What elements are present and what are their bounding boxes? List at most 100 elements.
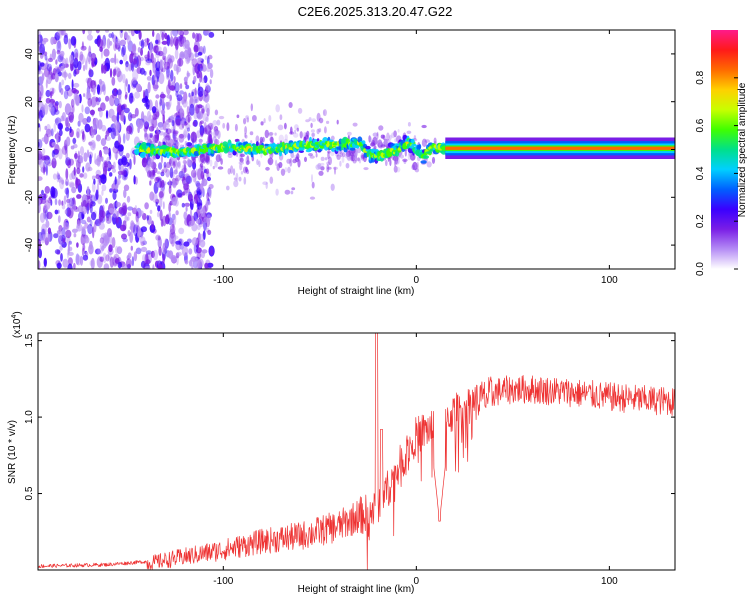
heatmap-cell <box>174 82 180 93</box>
heatmap-cell <box>236 114 240 119</box>
heatmap-cell <box>104 134 107 140</box>
heatmap-cell <box>291 187 296 191</box>
heatmap-cell <box>110 127 117 140</box>
snr-ylabel: SNR (10 * v/v) <box>7 420 18 484</box>
heatmap-cell <box>178 123 185 130</box>
heatmap-cell <box>73 69 77 77</box>
heatmap-cell <box>132 69 139 81</box>
spectrogram-panel: -100 0 100 -40 -20 0 20 40 Height of straight l… <box>7 29 676 297</box>
heatmap-cell <box>125 258 132 269</box>
heatmap-cell <box>331 147 336 152</box>
heatmap-cell <box>49 196 52 202</box>
heatmap-cell <box>162 201 165 210</box>
heatmap-cell <box>184 202 190 207</box>
heatmap-cell <box>117 70 123 83</box>
heatmap-cell <box>148 126 155 132</box>
heatmap-cell <box>201 78 205 84</box>
heatmap-cell <box>108 108 115 119</box>
heatmap-cell <box>64 178 70 187</box>
heatmap-cell <box>395 166 401 173</box>
heatmap-cell <box>56 172 60 179</box>
heatmap-cell <box>38 231 44 242</box>
heatmap-cell <box>135 247 142 255</box>
heatmap-cell <box>140 39 145 49</box>
heatmap-cell <box>179 90 185 95</box>
heatmap-cell <box>109 188 113 193</box>
heatmap-cell <box>181 202 185 208</box>
heatmap-cell <box>125 79 128 87</box>
heatmap-cell <box>43 164 46 175</box>
heatmap-cell <box>352 122 358 127</box>
heatmap-cell <box>194 51 197 59</box>
heatmap-cell <box>119 39 127 46</box>
heatmap-cell <box>394 156 398 164</box>
heatmap-cell <box>295 156 299 163</box>
heatmap-cell <box>265 166 270 171</box>
heatmap-cell <box>181 118 185 129</box>
heatmap-cell <box>166 34 171 47</box>
heatmap-cell <box>197 189 202 200</box>
heatmap-cell <box>133 175 136 185</box>
heatmap-cell <box>176 189 183 198</box>
heatmap-cell <box>61 79 65 86</box>
heatmap-cell <box>148 137 151 141</box>
heatmap-cell <box>144 95 148 103</box>
spectrogram-xtick-label: 0 <box>414 275 420 286</box>
heatmap-cell <box>183 128 189 138</box>
heatmap-cell <box>163 247 167 253</box>
heatmap-cell <box>54 32 61 41</box>
heatmap-cell <box>204 262 209 269</box>
heatmap-cell <box>176 251 182 257</box>
heatmap-cell <box>86 216 91 223</box>
heatmap-cell <box>124 81 127 93</box>
heatmap-cell <box>114 184 119 190</box>
heatmap-cell <box>72 137 77 144</box>
heatmap-cell <box>194 104 200 114</box>
spectrogram-ytick-label: 0 <box>24 146 35 152</box>
heatmap-cell <box>188 220 193 227</box>
heatmap-cell <box>89 204 93 214</box>
heatmap-cell <box>58 100 62 109</box>
heatmap-cell <box>393 165 398 173</box>
heatmap-cell <box>151 106 157 114</box>
heatmap-cell <box>318 170 324 176</box>
heatmap-cell <box>181 168 184 175</box>
heatmap-cell <box>117 144 124 152</box>
heatmap-cell <box>218 115 225 120</box>
heatmap-cell <box>410 138 415 144</box>
heatmap-cell <box>44 186 50 194</box>
heatmap-cell <box>399 154 404 159</box>
heatmap-cell <box>150 118 154 125</box>
heatmap-cell <box>55 59 58 65</box>
heatmap-cell <box>165 73 170 80</box>
heatmap-cell <box>154 39 159 45</box>
heatmap-cell <box>207 123 210 132</box>
heatmap-cell <box>87 97 92 107</box>
heatmap-cell <box>113 261 118 266</box>
heatmap-cell <box>54 72 59 83</box>
spectrogram-axis-ticks: -100 0 100 -40 -20 0 20 40 <box>24 30 675 286</box>
heatmap-cell <box>310 129 315 133</box>
heatmap-cell <box>159 98 163 107</box>
heatmap-cell <box>393 130 397 138</box>
heatmap-cell <box>38 30 41 37</box>
heatmap-cell <box>54 198 58 206</box>
heatmap-cell <box>140 241 145 247</box>
heatmap-cell <box>195 218 201 224</box>
heatmap-cell <box>169 228 176 239</box>
heatmap-cell <box>63 90 69 100</box>
heatmap-cell <box>176 66 181 73</box>
heatmap-cell <box>159 102 162 107</box>
heatmap-cell <box>433 137 437 144</box>
heatmap-cell <box>140 232 143 239</box>
heatmap-cell <box>258 160 261 168</box>
heatmap-cell <box>41 40 46 45</box>
heatmap-cell <box>65 168 69 181</box>
heatmap-cell <box>38 82 41 92</box>
heatmap-cell <box>105 210 110 219</box>
heatmap-cell <box>103 84 106 96</box>
heatmap-cell <box>207 147 212 155</box>
heatmap-cell <box>43 193 48 199</box>
heatmap-cell <box>183 163 187 174</box>
snr-series-line <box>38 333 675 570</box>
